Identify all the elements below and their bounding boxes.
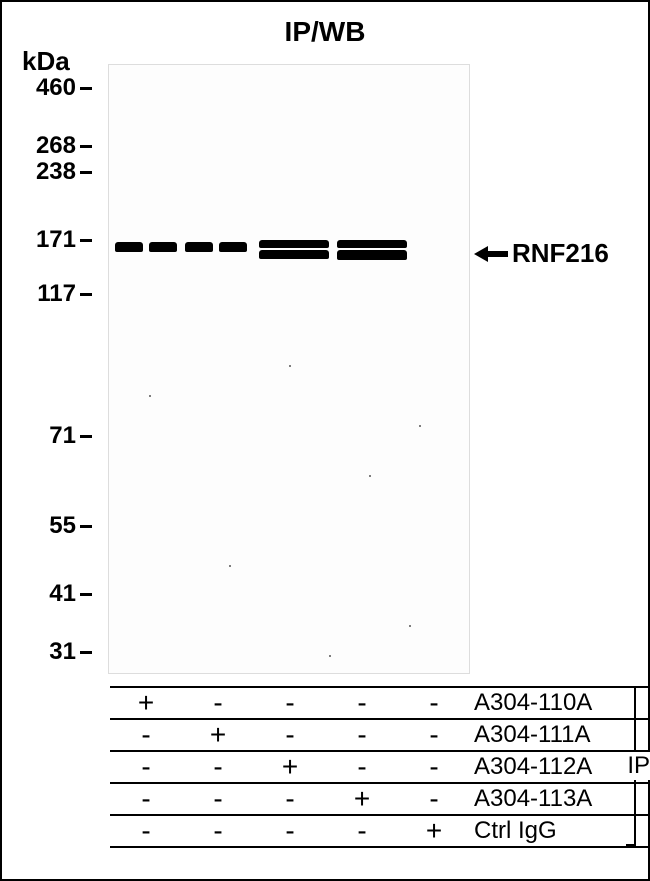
cell: - [182,687,254,719]
ip-group-bracket: IP [620,686,650,846]
marker-41: 41 [22,580,92,608]
cell: + [398,815,470,847]
cell: + [182,719,254,751]
table-row: - + - - - A304-111A [110,720,648,752]
marker-label: 460 [36,74,76,101]
marker-label: 268 [36,132,76,159]
figure-title: IP/WB [2,16,648,48]
marker-171: 171 [22,226,92,254]
target-protein-label: RNF216 [474,238,609,269]
table-row: - - + - - A304-112A [110,752,648,784]
lane-2-bands [185,240,249,262]
cell: - [110,719,182,751]
lane-1-bands [115,240,179,262]
arrow-left-icon [474,244,508,264]
cell: - [326,815,398,847]
cell: - [326,687,398,719]
table-row: - - - + - A304-113A [110,784,648,816]
marker-label: 41 [49,580,76,607]
cell: + [254,751,326,783]
cell: + [110,687,182,719]
cell: - [110,751,182,783]
cell: - [326,719,398,751]
marker-31: 31 [22,638,92,666]
table-row: + - - - - A304-110A [110,688,648,720]
marker-label: 31 [49,638,76,665]
ip-group-label: IP [625,752,650,780]
y-axis-unit: kDa [22,46,70,77]
marker-label: 117 [37,280,76,307]
cell: - [254,687,326,719]
marker-71: 71 [22,422,92,450]
antibody-label: Ctrl IgG [470,817,638,845]
marker-label: 238 [36,158,76,185]
cell: - [110,783,182,815]
marker-label: 171 [36,226,76,253]
marker-55: 55 [22,512,92,540]
antibody-label: A304-111A [470,721,638,749]
cell: - [182,751,254,783]
marker-117: 117 [22,280,92,308]
antibody-label: A304-110A [470,689,638,717]
cell: - [254,783,326,815]
marker-label: 55 [49,512,76,539]
cell: - [254,719,326,751]
cell: - [254,815,326,847]
ip-conditions-table: + - - - - A304-110A - + - - - A304-111A … [110,686,648,848]
cell: - [326,751,398,783]
antibody-label: A304-112A [470,753,638,781]
target-protein-text: RNF216 [512,238,609,269]
marker-460: 460 [22,74,92,102]
cell: - [110,815,182,847]
blot-image [108,64,470,674]
table-row: - - - - + Ctrl IgG [110,816,648,848]
lane-4-bands [337,240,407,262]
cell: - [398,783,470,815]
antibody-label: A304-113A [470,785,638,813]
figure-container: IP/WB kDa 460 268 238 171 117 71 55 41 3… [2,2,648,879]
cell: + [326,783,398,815]
marker-268: 268 [22,132,92,160]
marker-238: 238 [22,158,92,186]
cell: - [182,783,254,815]
cell: - [398,719,470,751]
cell: - [398,687,470,719]
marker-label: 71 [49,422,76,449]
cell: - [182,815,254,847]
cell: - [398,751,470,783]
lane-3-bands [259,240,329,262]
